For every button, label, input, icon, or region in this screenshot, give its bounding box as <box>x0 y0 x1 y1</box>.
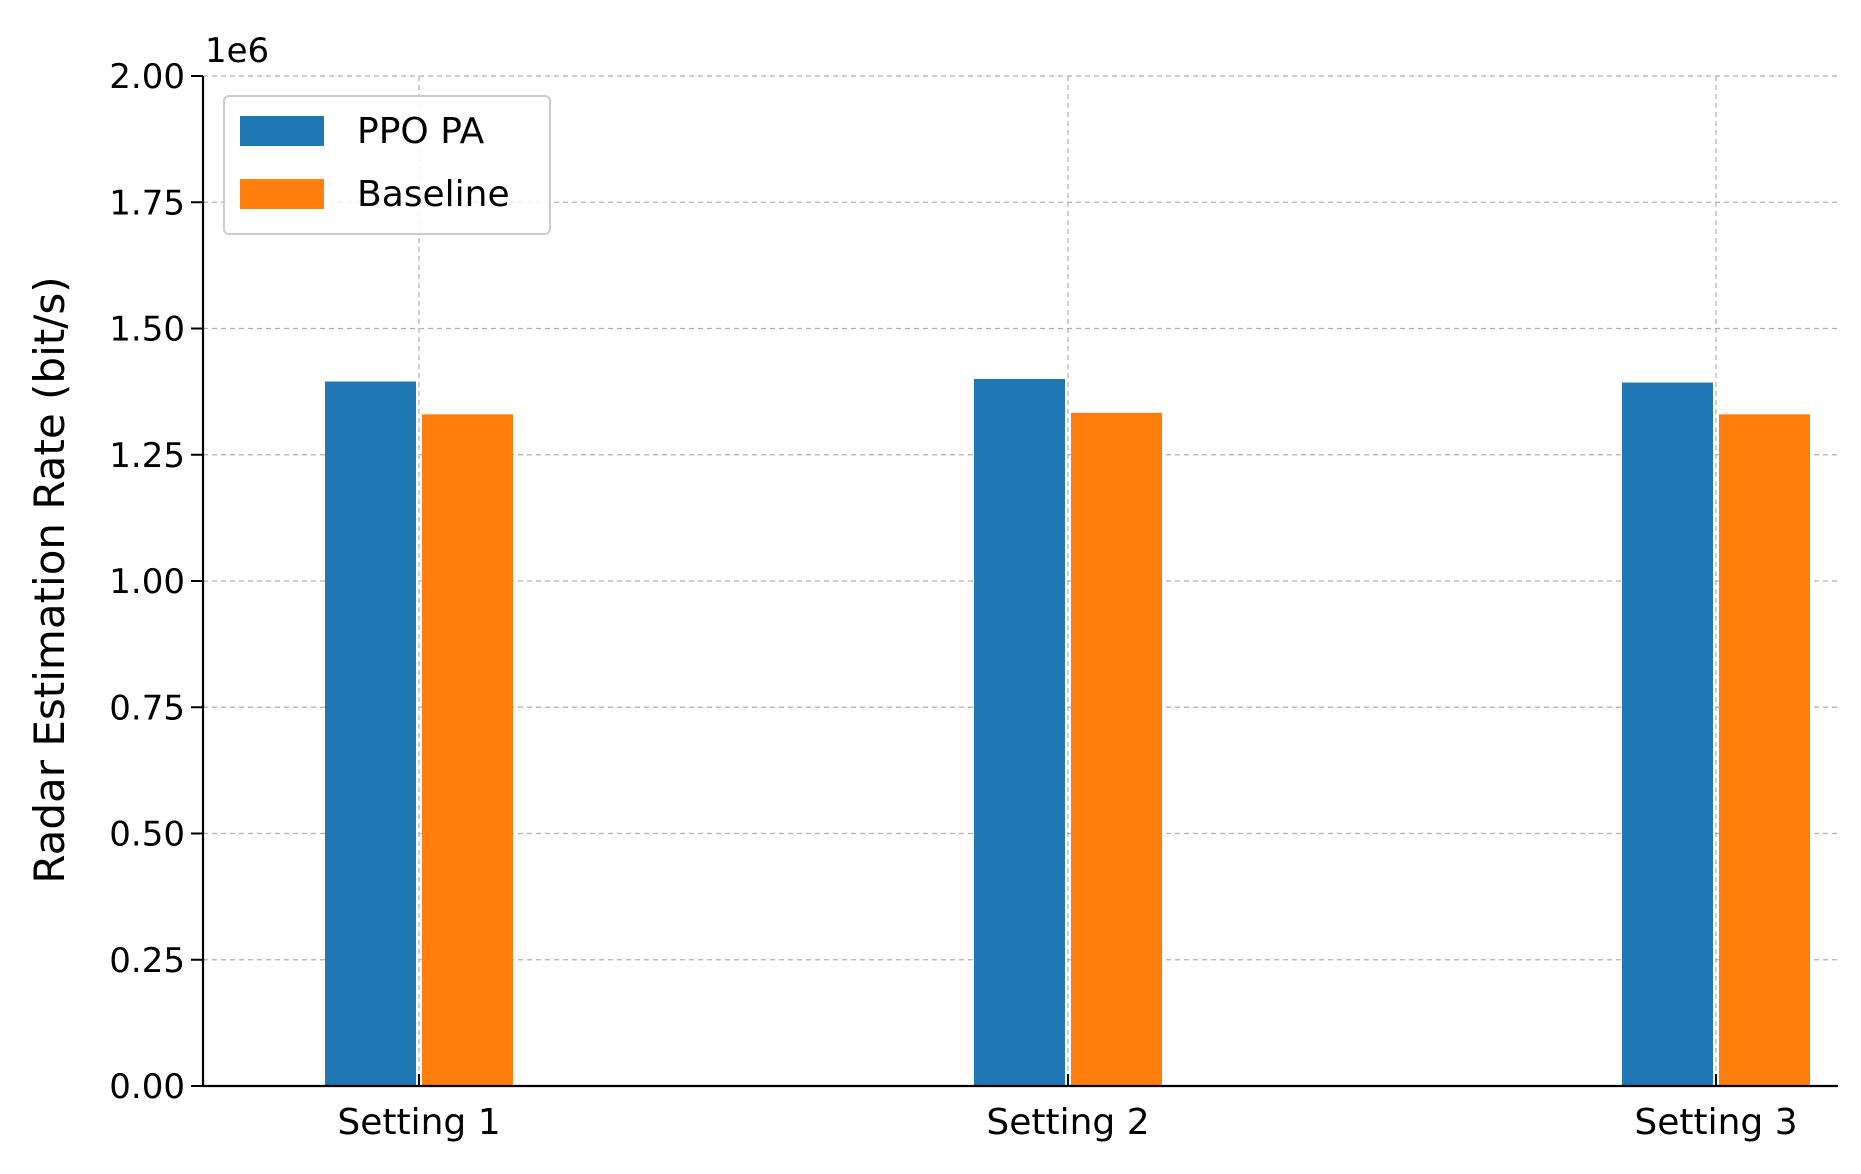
legend-label: PPO PA <box>357 111 485 152</box>
ticks: 0.00 0.25 0.50 0.75 1.00 1.25 1.50 1.75 2.00 Sett… <box>109 57 1797 1143</box>
x-tick-label: Setting 1 <box>337 1102 500 1143</box>
y-tick-label: 1.00 <box>109 562 185 602</box>
y-tick-label: 0.75 <box>109 688 185 728</box>
y-tick-label: 1.50 <box>109 310 185 350</box>
x-tick-label: Setting 2 <box>986 1102 1149 1143</box>
y-tick-label: 1.75 <box>109 183 185 223</box>
y-tick-label: 0.00 <box>109 1067 185 1107</box>
y-axis-label: Radar Estimation Rate (bit/s) <box>25 276 74 883</box>
legend-swatch <box>240 179 324 209</box>
bars <box>325 379 1810 1087</box>
y-axis-offset-label: 1e6 <box>205 31 269 71</box>
bar <box>1071 412 1162 1087</box>
bar <box>974 379 1065 1086</box>
bar <box>1622 382 1713 1086</box>
legend-swatch <box>240 116 324 146</box>
y-tick-label: 2.00 <box>109 57 185 97</box>
x-tick-label: Setting 3 <box>1634 1102 1797 1143</box>
bar <box>422 414 513 1087</box>
bar <box>1719 414 1810 1087</box>
legend-label: Baseline <box>357 174 510 215</box>
legend: PPO PA Baseline <box>223 95 551 235</box>
y-tick-label: 1.25 <box>109 436 185 476</box>
y-tick-label: 0.25 <box>109 941 185 981</box>
bar <box>325 381 416 1086</box>
y-tick-label: 0.50 <box>109 815 185 855</box>
